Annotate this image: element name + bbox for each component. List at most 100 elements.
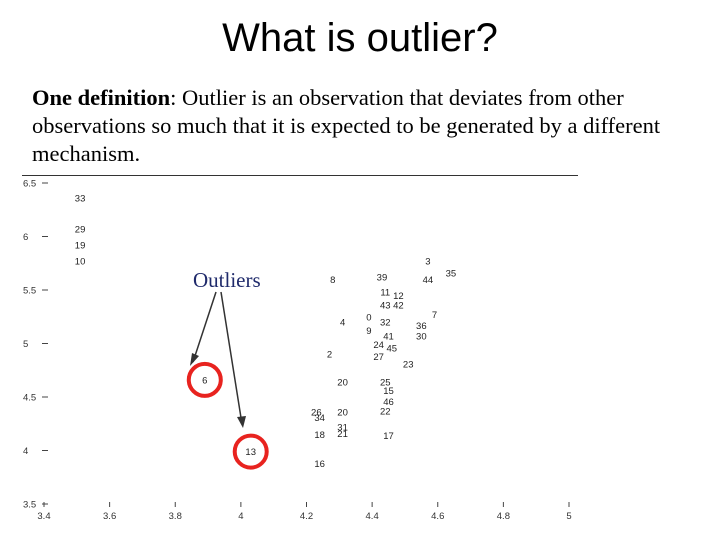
data-point-46: 46	[383, 397, 394, 408]
data-point-44: 44	[423, 275, 434, 286]
data-point-36: 36	[416, 321, 427, 332]
callout-arrows	[190, 291, 246, 428]
point-label: 26	[311, 407, 322, 418]
y-tick-label: 5.5	[23, 286, 36, 297]
data-point-31: 31	[337, 422, 348, 433]
point-label: 43	[380, 300, 391, 311]
definition-text: One definition: Outlier is an observatio…	[32, 84, 702, 168]
point-label: 0	[366, 312, 371, 323]
point-label: 9	[366, 326, 371, 337]
data-point-35: 35	[446, 268, 457, 279]
data-point-20: 20	[337, 378, 348, 389]
point-label: 3	[425, 257, 430, 268]
x-tick-7: 4.8	[497, 502, 510, 522]
outlier-highlight-circle	[232, 433, 269, 470]
y-tick-3: 5	[23, 339, 48, 350]
y-tick-1: 4	[23, 446, 48, 457]
point-label: 8	[330, 275, 335, 286]
x-tick-label: 4.6	[431, 511, 444, 522]
point-label: 46	[383, 397, 394, 408]
x-tick-3: 4	[238, 502, 244, 522]
point-label: 15	[383, 386, 394, 397]
outlier-point-6: 6	[186, 361, 223, 398]
point-label: 35	[446, 268, 457, 279]
data-point-18: 18	[314, 430, 325, 441]
point-label: 21	[337, 429, 348, 440]
point-label: 4	[340, 318, 345, 329]
data-point-39: 39	[377, 273, 388, 284]
arrow-to-outlier-13	[220, 291, 243, 425]
x-tick-6: 4.6	[431, 502, 444, 522]
point-label: 41	[383, 332, 394, 343]
data-point-29: 29	[75, 225, 86, 236]
x-tick-8: 5	[566, 502, 572, 522]
point-label: 13	[245, 447, 256, 458]
data-point-41: 41	[383, 332, 394, 343]
y-tick-label: 6	[23, 232, 28, 243]
data-point-33: 33	[75, 193, 86, 204]
data-point-27: 27	[373, 352, 384, 363]
data-point-30: 30	[416, 332, 427, 343]
data-point-2: 2	[327, 350, 332, 361]
x-tick-label: 3.6	[103, 511, 116, 522]
point-label: 25	[380, 378, 391, 389]
data-point-24: 24	[373, 340, 384, 351]
point-label: 30	[416, 332, 427, 343]
data-point-20: 20	[337, 407, 348, 418]
y-tick-0: 3.5	[23, 500, 48, 511]
arrow-to-outlier-6	[192, 291, 217, 363]
y-tick-6: 6.5	[23, 179, 48, 190]
data-point-8: 8	[330, 275, 335, 286]
definition-body: : Outlier is an observation that deviate…	[32, 85, 661, 166]
data-point-45: 45	[387, 343, 398, 354]
data-point-25: 25	[380, 378, 391, 389]
data-point-42: 42	[393, 300, 404, 311]
point-label: 29	[75, 225, 86, 236]
data-point-10: 10	[75, 257, 86, 268]
data-point-16: 16	[314, 459, 325, 470]
data-point-17: 17	[383, 431, 394, 442]
data-point-4: 4	[340, 318, 345, 329]
x-tick-label: 4.8	[497, 511, 510, 522]
point-label: 16	[314, 459, 325, 470]
outlier-point-13: 13	[232, 433, 269, 470]
point-label: 6	[202, 375, 207, 386]
point-label: 31	[337, 422, 348, 433]
outliers-callout-label: Outliers	[193, 268, 261, 292]
x-tick-label: 3.8	[169, 511, 182, 522]
data-point-22: 22	[380, 406, 391, 417]
y-tick-label: 3.5	[23, 500, 36, 511]
arrowhead-outlier-6	[190, 353, 199, 366]
data-point-7: 7	[432, 310, 437, 321]
slide-title: What is outlier?	[222, 16, 498, 60]
point-label: 19	[75, 241, 86, 252]
y-tick-4: 5.5	[23, 286, 48, 297]
point-label: 33	[75, 193, 86, 204]
x-tick-5: 4.4	[366, 502, 379, 522]
x-tick-2: 3.8	[169, 502, 182, 522]
data-point-43: 43	[380, 300, 391, 311]
x-tick-label: 3.4	[37, 511, 50, 522]
point-label: 22	[380, 406, 391, 417]
point-label: 11	[380, 288, 390, 299]
x-axis: 3.4 3.6 3.8 4 4.2 4.4 4.6 4.8 5	[37, 502, 572, 522]
point-label: 27	[373, 352, 384, 363]
y-tick-label: 5	[23, 339, 28, 350]
y-tick-label: 4.5	[23, 393, 36, 404]
arrowhead-outlier-13	[237, 416, 246, 428]
y-tick-label: 6.5	[23, 179, 36, 190]
data-point-34: 34	[314, 413, 325, 424]
x-tick-4: 4.2	[300, 502, 313, 522]
point-label: 17	[383, 431, 394, 442]
data-point-15: 15	[383, 386, 394, 397]
point-label: 36	[416, 321, 427, 332]
point-label: 12	[393, 291, 404, 302]
point-label: 18	[314, 430, 325, 441]
point-label: 32	[380, 318, 391, 329]
x-tick-label: 4.4	[366, 511, 379, 522]
point-label: 23	[403, 359, 414, 370]
point-label: 20	[337, 407, 348, 418]
x-tick-label: 5	[566, 511, 571, 522]
point-label: 34	[314, 413, 325, 424]
